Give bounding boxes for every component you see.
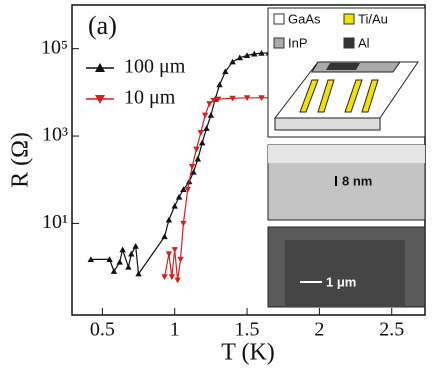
swatch [273,37,285,49]
data-point [168,274,176,280]
data-point [161,233,168,240]
inset-legend: Al [358,35,370,50]
data-point [188,164,196,170]
data-point [216,81,223,88]
sem-inset: 8 nm 1 μm [267,144,426,308]
data-point [251,50,258,57]
swatch [343,37,355,49]
x-tick-label: 1.5 [235,319,260,341]
contact [326,63,360,70]
data-point [229,58,236,65]
schematic-inset: GaAs Ti/Au InP Al [267,7,426,138]
inset-legend: GaAs [288,11,321,26]
data-point [190,168,197,175]
data-point [258,95,265,102]
data-point [174,277,181,284]
data-point [207,112,215,118]
data-point [119,246,126,253]
data-point [201,112,209,119]
lead [344,79,363,113]
data-point [125,263,132,270]
swatch [273,13,285,25]
x-tick-label: 0.5 [90,319,115,341]
data-point [87,256,95,262]
plot [87,49,280,284]
data-point [194,155,202,162]
substrate-side [274,117,381,131]
data-point [132,243,139,249]
scale-label: 1 μm [326,274,356,289]
data-point [214,96,222,103]
data-point [197,130,204,136]
swatch [343,13,355,25]
data-point [106,256,113,262]
x-tick-label: 2.5 [379,319,404,341]
data-point [193,146,200,153]
data-point [206,101,213,107]
y-tick-label: 10³ [42,124,68,146]
data-point [161,274,168,280]
data-point [258,49,265,56]
lead [299,79,319,113]
data-point [135,270,142,277]
legend-marker [95,95,105,104]
inset-legend: InP [288,35,308,50]
data-point [180,186,187,192]
data-point [165,216,173,223]
sem-band [268,145,425,163]
legend-marker [95,63,105,72]
legend-label: 100 μm [124,56,186,78]
data-point [199,139,206,146]
data-point [243,95,251,102]
lead [361,79,379,113]
data-point [229,95,236,102]
data-point [116,258,123,265]
legend-label: 10 μm [124,87,176,109]
x-tick-label: 2 [314,319,324,341]
data-point [210,97,217,104]
data-point [180,220,187,227]
scale-label: 8 nm [342,173,372,188]
data-point [184,186,191,193]
data-point [203,125,210,131]
x-axis-label: T (K) [221,340,275,366]
inset-legend: Ti/Au [358,11,388,26]
panel-label: (a) [88,11,117,40]
data-point [110,268,118,274]
sem-trench [285,240,405,307]
data-point [175,193,183,200]
data-point [236,54,244,61]
x-tick-label: 1 [170,319,180,341]
y-tick-label: 10⁵ [41,36,68,58]
data-point [171,202,178,209]
data-point [128,250,135,257]
data-point [171,247,178,253]
data-point [243,52,251,59]
y-tick-label: 10¹ [42,211,68,233]
data-point [165,251,173,258]
data-point [177,256,184,263]
lead [317,79,335,113]
y-axis-label: R (Ω) [8,132,34,188]
data-point [222,68,229,75]
